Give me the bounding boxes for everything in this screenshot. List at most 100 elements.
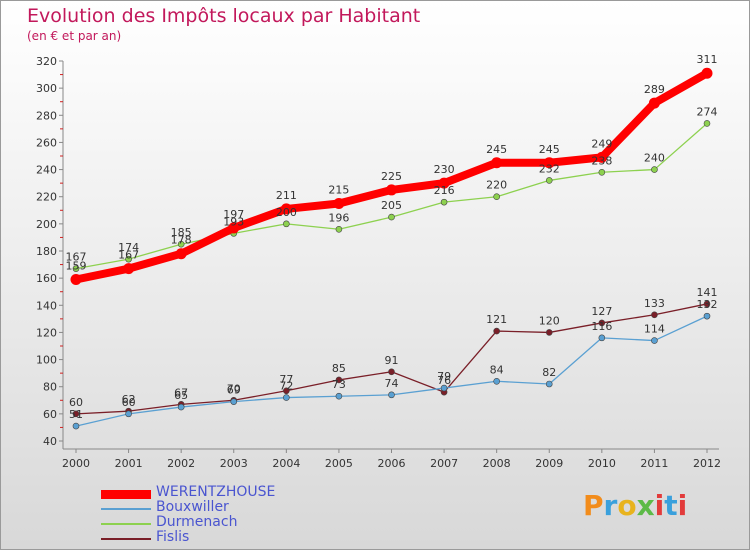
data-label-durmenach: 185: [171, 226, 192, 239]
data-point-durmenach: [493, 193, 500, 201]
data-label-durmenach: 238: [591, 154, 612, 167]
data-point-durmenach: [177, 240, 185, 248]
data-point-durmenach: [545, 177, 553, 184]
data-label-werentzhouse: 211: [276, 189, 297, 202]
data-label-werentzhouse: 197: [223, 208, 244, 221]
legend-swatch: [101, 523, 151, 525]
logo-letter: i: [677, 489, 688, 522]
data-label-durmenach: 216: [434, 184, 455, 197]
y-tick-label: 160: [36, 272, 57, 285]
legend-swatch: [101, 538, 151, 540]
data-label-bouxwiller: 72: [279, 380, 293, 393]
x-tick-label: 2012: [693, 457, 721, 470]
x-tick-label: 2004: [272, 457, 300, 470]
y-tick-label: 180: [36, 245, 57, 258]
data-label-bouxwiller: 74: [385, 377, 399, 390]
data-point-bouxwiller: [72, 422, 80, 430]
y-tick-label: 300: [36, 82, 57, 95]
data-point-fislis: [598, 319, 606, 327]
data-label-fislis: 85: [332, 362, 346, 375]
data-point-bouxwiller: [177, 403, 185, 411]
data-point-bouxwiller: [335, 392, 343, 400]
data-label-fislis: 91: [385, 354, 399, 367]
data-label-bouxwiller: 73: [332, 378, 346, 391]
data-label-fislis: 70: [227, 382, 241, 395]
data-point-durmenach: [335, 225, 343, 233]
y-tick-label: 140: [36, 299, 57, 312]
data-label-werentzhouse: 225: [381, 170, 402, 183]
data-point-werentzhouse: [491, 157, 503, 169]
x-tick-label: 2007: [430, 457, 458, 470]
data-label-fislis: 120: [539, 314, 560, 327]
x-tick-label: 2009: [535, 457, 563, 470]
data-point-werentzhouse: [333, 198, 345, 209]
data-label-durmenach: 240: [644, 152, 665, 165]
legend-label: Bouxwiller: [156, 499, 229, 515]
data-label-bouxwiller: 69: [227, 384, 241, 397]
data-label-werentzhouse: 159: [66, 260, 87, 273]
data-label-werentzhouse: 245: [486, 143, 507, 156]
data-point-bouxwiller: [598, 334, 606, 342]
logo-letter: x: [636, 489, 655, 522]
y-tick-label: 240: [36, 164, 57, 177]
data-label-durmenach: 232: [539, 162, 560, 175]
data-label-bouxwiller: 65: [174, 389, 188, 402]
y-tick-label: 200: [36, 218, 57, 231]
data-point-durmenach: [651, 166, 658, 173]
data-point-bouxwiller: [545, 380, 553, 388]
logo-letter: P: [583, 489, 604, 522]
data-label-durmenach: 167: [66, 251, 87, 264]
data-point-fislis: [283, 387, 290, 395]
data-label-fislis: 77: [279, 373, 293, 386]
data-label-durmenach: 205: [381, 199, 402, 212]
y-tick-label: 60: [43, 408, 57, 421]
data-label-fislis: 133: [644, 297, 665, 310]
legend-label: Durmenach: [156, 514, 238, 530]
logo-letter: o: [617, 489, 637, 522]
proxiti-logo: Proxiti: [583, 489, 687, 522]
data-point-bouxwiller: [125, 410, 132, 418]
data-point-durmenach: [125, 255, 132, 263]
data-label-bouxwiller: 60: [122, 396, 136, 409]
chart-subtitle: (en € et par an): [27, 29, 122, 43]
data-point-durmenach: [703, 120, 711, 127]
data-label-durmenach: 196: [328, 211, 349, 224]
legend-label: Fislis: [156, 529, 190, 545]
y-tick-label: 40: [43, 435, 57, 448]
data-label-bouxwiller: 51: [69, 408, 83, 421]
data-point-bouxwiller: [388, 391, 395, 399]
data-label-durmenach: 274: [697, 105, 718, 118]
data-label-fislis: 60: [69, 396, 83, 409]
data-label-fislis: 76: [437, 374, 451, 387]
data-point-fislis: [703, 300, 711, 308]
data-label-fislis: 121: [486, 313, 507, 326]
data-point-bouxwiller: [440, 384, 448, 392]
data-point-werentzhouse: [438, 177, 450, 189]
data-label-werentzhouse: 245: [539, 143, 560, 156]
data-label-bouxwiller: 114: [644, 323, 665, 336]
x-tick-label: 2000: [62, 457, 90, 470]
data-label-bouxwiller: 116: [591, 320, 612, 333]
x-tick-label: 2002: [167, 457, 195, 470]
data-point-werentzhouse: [280, 203, 292, 215]
data-label-werentzhouse: 215: [328, 184, 349, 197]
x-tick-label: 2011: [640, 457, 668, 470]
data-label-fislis: 141: [697, 286, 718, 299]
data-label-werentzhouse: 311: [697, 53, 718, 66]
data-point-bouxwiller: [703, 312, 711, 320]
data-label-durmenach: 193: [223, 215, 244, 228]
data-point-fislis: [388, 368, 395, 376]
data-point-bouxwiller: [493, 377, 500, 385]
data-point-bouxwiller: [651, 337, 658, 344]
data-label-fislis: 127: [591, 305, 612, 318]
x-tick-label: 2010: [588, 457, 616, 470]
data-point-durmenach: [440, 198, 448, 206]
legend-swatch: [101, 489, 151, 499]
y-tick-label: 280: [36, 109, 57, 122]
y-tick-label: 120: [36, 326, 57, 339]
y-tick-label: 260: [36, 136, 57, 149]
chart-title: Evolution des Impôts locaux par Habitant: [27, 5, 421, 27]
data-label-durmenach: 174: [118, 241, 139, 254]
